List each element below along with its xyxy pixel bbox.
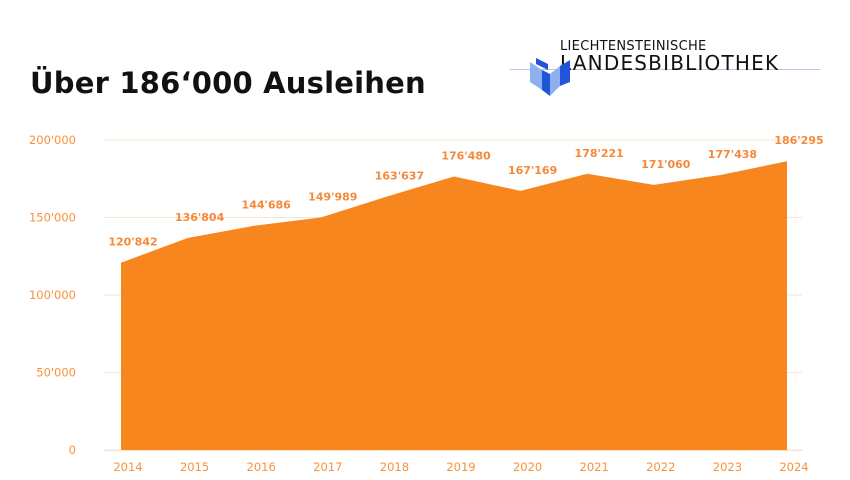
library-logo: LIECHTENSTEINISCHE LANDESBIBLIOTHEK [510,36,830,106]
area-series [121,161,787,451]
page-title: Über 186‘000 Ausleihen [30,66,426,100]
x-tick-label: 2017 [313,460,342,474]
data-label: 177'438 [708,148,757,161]
x-tick-label: 2024 [779,460,808,474]
x-tick-label: 2020 [513,460,542,474]
x-tick-label: 2022 [646,460,675,474]
data-label: 186'295 [774,134,823,147]
data-labels: 120'842 136'804 144'686 149'989 163'637 176'4… [108,134,823,248]
logo-text-line2: LANDESBIBLIOTHEK [560,51,780,75]
y-tick-label: 200'000 [29,133,76,147]
data-label: 167'169 [508,164,557,177]
logo-text-line1: LIECHTENSTEINISCHE [560,39,707,54]
data-label: 171'060 [641,158,691,171]
y-tick-label: 0 [69,443,76,457]
y-tick-label: 50'000 [36,366,76,380]
x-tick-label: 2016 [247,460,276,474]
y-axis-ticks: 0 50'000 100'000 150'000 200'000 [29,133,76,457]
x-tick-label: 2023 [713,460,742,474]
data-label: 144'686 [242,199,292,212]
data-label: 120'842 [108,236,157,249]
x-axis-ticks: 2014 2015 2016 2017 2018 2019 2020 2021 2022 2023… [113,460,808,474]
data-label: 163'637 [375,169,424,182]
x-tick-label: 2019 [446,460,475,474]
logo-rule [510,69,820,70]
x-tick-label: 2014 [113,460,142,474]
x-tick-label: 2018 [380,460,409,474]
y-tick-label: 150'000 [29,211,76,225]
library-book-icon [530,58,570,96]
x-tick-label: 2015 [180,460,209,474]
data-label: 176'480 [441,149,491,162]
x-tick-label: 2021 [580,460,609,474]
y-tick-label: 100'000 [29,288,76,302]
data-label: 149'989 [308,191,357,204]
data-label: 178'221 [575,147,624,160]
data-label: 136'804 [175,211,225,224]
